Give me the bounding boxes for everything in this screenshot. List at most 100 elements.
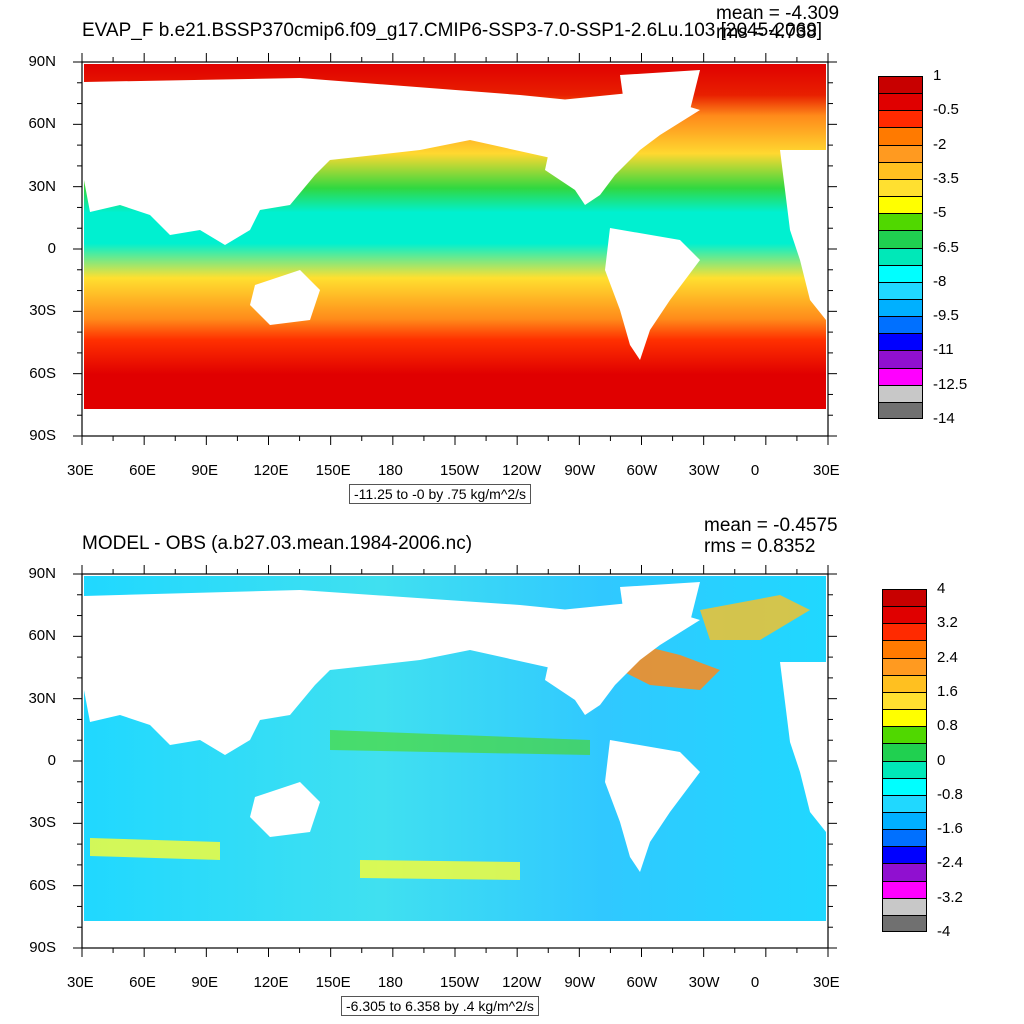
colorbar-label: -0.8 (937, 785, 963, 803)
lat-tick-label: 30S (29, 302, 56, 320)
colorbar-swatch (882, 589, 927, 607)
north-atlantic-anomaly (700, 595, 810, 640)
lat-tick-label: 60S (29, 364, 56, 382)
colorbar-swatch (878, 196, 923, 214)
axis-ticks (73, 565, 837, 957)
lon-tick-label: 30E (813, 974, 840, 991)
colorbar-swatch (882, 709, 927, 727)
south-america-land (605, 228, 700, 360)
colorbar-swatch (878, 178, 923, 197)
lon-tick-label: 0 (750, 974, 760, 991)
lat-tick-label: 90S (29, 939, 56, 956)
colorbar-swatch (878, 213, 923, 231)
lat-tick-label: 90N (28, 53, 56, 70)
lon-tick-label: 90W (564, 462, 596, 479)
australia-land (250, 270, 320, 325)
colorbar-label: -3.5 (933, 169, 959, 187)
colorbar-swatch (882, 743, 927, 761)
colorbar-label: 0.8 (937, 717, 958, 735)
rms-label: rms = 4.738 (716, 22, 817, 43)
lon-tick-label: 30W (688, 462, 720, 479)
lat-tick-label: 0 (47, 752, 56, 769)
lon-tick-label: 30W (688, 974, 720, 991)
colorbar-label: -2.4 (937, 854, 963, 872)
mean-label: mean = -4.309 (716, 3, 840, 24)
colorbar-swatch (882, 606, 927, 624)
lon-tick-label: 30E (67, 462, 94, 479)
colorbar-swatch (882, 623, 927, 641)
colorbar-swatch (878, 298, 923, 317)
colorbar-label: -6.5 (933, 238, 959, 256)
lat-tick-label: 90N (28, 565, 56, 582)
colorbar-label: -12.5 (933, 375, 968, 393)
lon-tick-label: 150W (440, 974, 480, 991)
colorbar-swatch (882, 829, 927, 847)
colorbar-swatch (878, 127, 923, 146)
lon-tick-label: 150E (315, 974, 351, 991)
contour-info: -6.305 to 6.358 by .4 kg/m^2/s (341, 996, 539, 1016)
colorbar-label: -9.5 (933, 307, 959, 325)
colorbar-swatch (878, 316, 923, 334)
lon-tick-label: 30E (813, 462, 840, 479)
lon-tick-label: 120E (253, 974, 289, 991)
colorbar-label: -3.2 (937, 888, 963, 906)
lat-tick-label: 30N (28, 689, 56, 707)
colorbar-label: 2.4 (937, 648, 958, 666)
lon-tick-label: 120W (502, 462, 542, 479)
africa-land (780, 150, 826, 320)
australia-land (250, 782, 320, 837)
lon-tick-label: 90E (191, 462, 219, 479)
lon-tick-label: 30E (67, 974, 94, 991)
lon-tick-label: 60W (626, 974, 658, 991)
lon-tick-label: 120W (502, 974, 542, 991)
colorbar-swatch (882, 674, 927, 693)
lat-tick-label: 60N (28, 115, 56, 133)
colorbar-swatch (882, 777, 927, 796)
colorbar-swatch (882, 657, 927, 676)
colorbar-swatch (882, 811, 927, 830)
lon-tick-label: 180 (377, 462, 403, 479)
colorbar-swatch (878, 350, 923, 369)
lon-tick-label: 60W (626, 462, 658, 479)
axis-ticks (73, 53, 837, 445)
colorbar-swatch (882, 880, 927, 899)
colorbar-swatch (878, 367, 923, 386)
colorbar-label: -4 (937, 923, 951, 940)
colorbar-swatch (878, 401, 923, 420)
eurasia-land (84, 590, 590, 755)
rms-label: rms = 0.8352 (704, 536, 816, 557)
lat-tick-label: 30S (29, 814, 56, 832)
lat-tick-label: 30N (28, 177, 56, 195)
colorbar-label: -14 (933, 410, 955, 427)
colorbar-label: 0 (937, 751, 946, 769)
africa-land (780, 662, 826, 832)
colorbar-label: -8 (933, 272, 947, 290)
colorbar-label: 3.2 (937, 614, 958, 632)
colorbar-swatch (882, 914, 927, 933)
colorbar-label: -5 (933, 204, 947, 222)
panel-title: MODEL - OBS (a.b27.03.mean.1984-2006.nc) (82, 533, 473, 554)
lon-tick-label: 150W (440, 462, 480, 479)
southern-ocean-band-2 (360, 860, 520, 880)
lon-tick-label: 60E (129, 462, 156, 479)
colorbar-swatch (882, 863, 927, 882)
greenland-land (620, 582, 700, 642)
colorbar-swatch (878, 384, 923, 403)
colorbar-label: -11 (933, 341, 954, 359)
lon-tick-label: 90E (191, 974, 219, 991)
colorbar-label: 1 (933, 67, 942, 84)
southern-ocean-band (90, 838, 220, 860)
colorbar-label: -0.5 (933, 101, 959, 119)
lon-tick-label: 120E (253, 462, 289, 479)
colorbar-swatch (878, 93, 923, 111)
south-america-land (605, 740, 700, 872)
lon-tick-label: 0 (750, 462, 760, 479)
lat-tick-label: 60N (28, 627, 56, 645)
tropical-pacific-anomaly (330, 730, 590, 755)
panel-title: EVAP_F b.e21.BSSP370cmip6.f09_g17.CMIP6-… (82, 20, 823, 41)
lon-tick-label: 90W (564, 974, 596, 991)
lon-tick-label: 180 (377, 974, 403, 991)
colorbar-swatch (878, 247, 923, 266)
